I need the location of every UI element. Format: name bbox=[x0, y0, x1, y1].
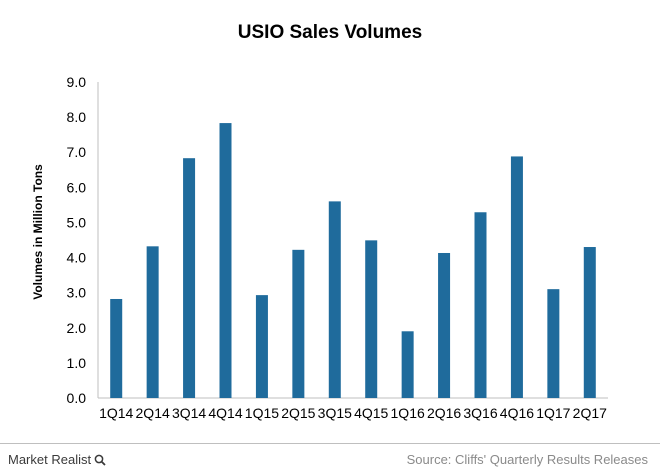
brand-logo: Market Realist bbox=[8, 452, 106, 467]
x-tick-label: 2Q16 bbox=[427, 405, 461, 421]
bar-4Q15 bbox=[365, 240, 378, 398]
x-tick-label: 2Q15 bbox=[281, 405, 315, 421]
y-tick-label: 8.0 bbox=[67, 109, 87, 125]
source-note: Source: Cliffs' Quarterly Results Releas… bbox=[406, 452, 648, 467]
y-tick-label: 0.0 bbox=[67, 390, 87, 406]
bar-1Q17 bbox=[547, 289, 560, 398]
x-tick-label: 1Q16 bbox=[391, 405, 425, 421]
x-tick-label: 4Q16 bbox=[500, 405, 534, 421]
chart-title: USIO Sales Volumes bbox=[237, 22, 423, 43]
y-tick-label: 4.0 bbox=[67, 250, 87, 266]
bar-4Q16 bbox=[510, 156, 523, 398]
y-tick-label: 1.0 bbox=[67, 355, 87, 371]
x-tick-label: 4Q15 bbox=[354, 405, 388, 421]
x-tick-label: 1Q14 bbox=[99, 405, 133, 421]
brand-name: Market Realist bbox=[8, 452, 92, 467]
y-tick-label: 7.0 bbox=[67, 144, 87, 160]
bar-3Q16 bbox=[474, 212, 487, 398]
footer-divider bbox=[0, 443, 660, 444]
y-tick-label: 2.0 bbox=[67, 320, 87, 336]
bar-3Q14 bbox=[183, 158, 196, 398]
bar-1Q14 bbox=[110, 298, 123, 398]
y-tick-label: 6.0 bbox=[67, 179, 87, 195]
bar-1Q16 bbox=[401, 331, 414, 398]
bar-2Q16 bbox=[438, 252, 451, 398]
x-tick-label: 2Q17 bbox=[573, 405, 607, 421]
x-tick-label: 2Q14 bbox=[136, 405, 170, 421]
x-tick-label: 4Q14 bbox=[208, 405, 242, 421]
bar-3Q15 bbox=[328, 201, 341, 398]
y-tick-label: 3.0 bbox=[67, 285, 87, 301]
x-tick-label: 3Q16 bbox=[463, 405, 497, 421]
bar-2Q15 bbox=[292, 249, 305, 398]
x-tick-label: 1Q17 bbox=[536, 405, 570, 421]
x-tick-label: 1Q15 bbox=[245, 405, 279, 421]
y-tick-label: 5.0 bbox=[67, 214, 87, 230]
y-tick-label: 9.0 bbox=[67, 74, 87, 90]
x-tick-label: 3Q14 bbox=[172, 405, 206, 421]
bar-4Q14 bbox=[219, 123, 232, 398]
bar-1Q15 bbox=[255, 295, 268, 398]
magnifier-icon bbox=[94, 454, 106, 466]
x-tick-label: 3Q15 bbox=[318, 405, 352, 421]
bar-2Q14 bbox=[146, 246, 159, 398]
bar-2Q17 bbox=[583, 247, 596, 398]
